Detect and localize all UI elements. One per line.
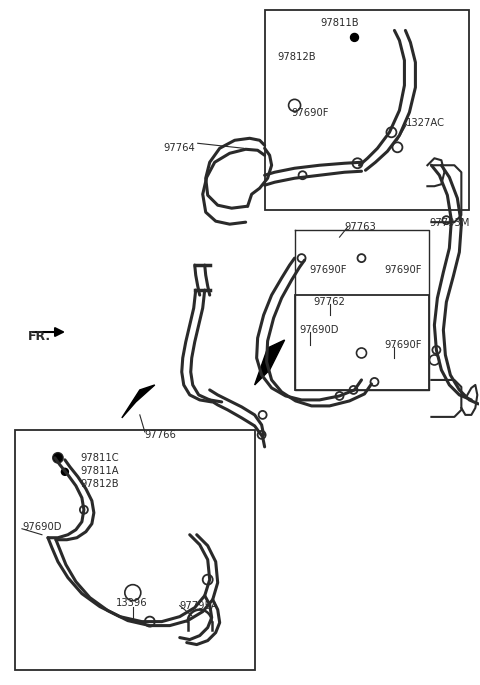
Text: 97795A: 97795A [180, 601, 218, 610]
Text: 97690D: 97690D [300, 325, 339, 335]
Circle shape [61, 469, 69, 475]
Polygon shape [255, 340, 285, 385]
Text: 13396: 13396 [116, 597, 148, 608]
Text: 97762: 97762 [313, 297, 346, 307]
Text: 97811A: 97811A [80, 466, 119, 476]
Bar [15, 430, 255, 669]
Text: 1327AC: 1327AC [406, 119, 444, 128]
Text: 97690D: 97690D [22, 522, 61, 532]
Circle shape [54, 454, 62, 462]
Bar [264, 10, 469, 210]
Circle shape [350, 34, 359, 41]
Text: 97690F: 97690F [384, 340, 422, 350]
Text: 97812B: 97812B [277, 53, 316, 62]
Text: 97690F: 97690F [384, 265, 422, 275]
Text: 97811B: 97811B [320, 18, 359, 29]
Text: 97766: 97766 [145, 430, 177, 440]
Text: 97812B: 97812B [80, 479, 119, 489]
Text: FR.: FR. [28, 330, 51, 343]
Text: 97763: 97763 [345, 222, 376, 232]
Text: 97690F: 97690F [310, 265, 347, 275]
Text: 97690F: 97690F [291, 108, 329, 119]
Text: 97764: 97764 [163, 143, 195, 153]
Bar [295, 295, 430, 390]
Polygon shape [122, 385, 155, 418]
Text: 97811C: 97811C [80, 453, 119, 463]
Text: 97793M: 97793M [430, 219, 470, 228]
